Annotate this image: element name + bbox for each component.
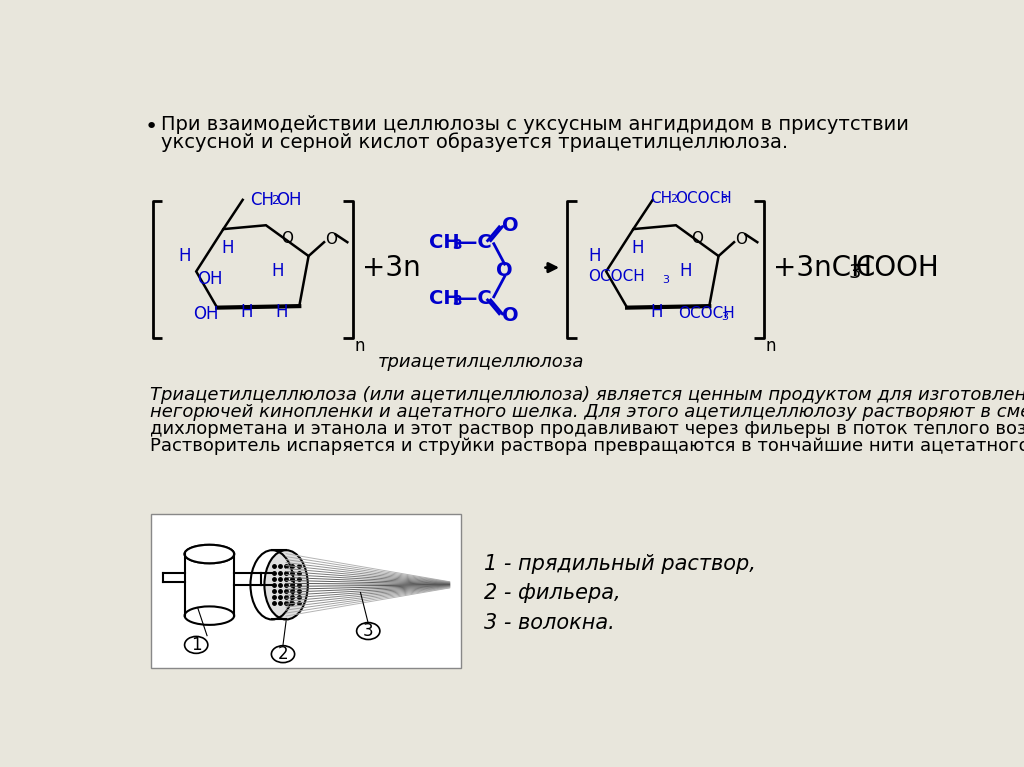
Text: O: O [502,216,518,235]
Text: O: O [691,231,702,246]
Text: COOH: COOH [856,254,939,281]
Text: n: n [354,337,365,355]
Text: 3: 3 [721,312,728,322]
Text: 1: 1 [190,636,202,654]
Text: 3: 3 [663,275,670,285]
Text: —C: —C [458,232,492,252]
Ellipse shape [264,550,308,620]
Text: OH: OH [197,270,222,288]
Text: H: H [589,247,601,265]
Text: H: H [631,239,643,258]
Text: 3: 3 [362,622,374,640]
Text: дихлорметана и этанола и этот раствор продавливают через фильеры в поток теплого: дихлорметана и этанола и этот раствор пр… [150,420,1024,438]
Text: H: H [680,262,692,281]
Text: 3: 3 [720,194,727,204]
Text: +3n: +3n [362,254,421,281]
Text: H: H [271,262,284,281]
Text: 2: 2 [671,194,678,204]
Text: Растворитель испаряется и струйки раствора превращаются в тончайшие нити ацетатн: Растворитель испаряется и струйки раство… [150,437,1024,455]
Text: 3: 3 [452,239,462,252]
Text: —C: —C [458,289,492,308]
Text: 1 - прядильный раствор,: 1 - прядильный раствор, [484,554,757,574]
Text: H: H [178,247,190,265]
Text: O: O [502,306,518,325]
Text: 3 - волокна.: 3 - волокна. [484,613,615,633]
Text: При взаимодействии целлюлозы с уксусным ангидридом в присутствии: При взаимодействии целлюлозы с уксусным … [161,115,908,134]
Text: H: H [241,303,253,321]
Text: O: O [497,261,513,280]
Text: O: O [735,232,748,247]
Text: Триацетилцеллюлоза (или ацетилцеллюлоза) является ценным продуктом для изготовле: Триацетилцеллюлоза (или ацетилцеллюлоза)… [150,386,1024,404]
Text: 3: 3 [452,295,462,308]
Text: +3nCH: +3nCH [773,254,871,281]
Text: OCOCH: OCOCH [588,269,645,285]
Text: 2 - фильера,: 2 - фильера, [484,583,622,604]
Text: H: H [275,303,288,321]
Text: 2: 2 [271,194,280,206]
Text: H: H [650,303,663,321]
Text: триацетилцеллюлоза: триацетилцеллюлоза [378,353,584,370]
Text: CH: CH [251,191,274,209]
Text: уксусной и серной кислот образуется триацетилцеллюлоза.: уксусной и серной кислот образуется триа… [161,132,787,152]
Text: CH: CH [429,289,460,308]
Text: H: H [221,239,233,258]
Text: негорючей кинопленки и ацетатного шелка. Для этого ацетилцеллюлозу растворяют в : негорючей кинопленки и ацетатного шелка.… [150,403,1024,421]
Text: O: O [326,232,338,247]
Text: OCOCH: OCOCH [675,191,732,206]
Ellipse shape [184,637,208,653]
Text: CH: CH [650,191,673,206]
Text: 2: 2 [278,645,289,663]
Ellipse shape [271,646,295,663]
Text: OCOCH: OCOCH [678,306,735,321]
Ellipse shape [184,545,234,563]
Text: O: O [281,231,293,246]
Ellipse shape [356,623,380,640]
Text: OH: OH [194,304,219,323]
Text: OH: OH [276,191,301,209]
Text: 3: 3 [849,263,861,281]
Text: CH: CH [429,232,460,252]
Text: n: n [765,337,775,355]
FancyBboxPatch shape [152,514,461,668]
Text: •: • [145,117,159,137]
